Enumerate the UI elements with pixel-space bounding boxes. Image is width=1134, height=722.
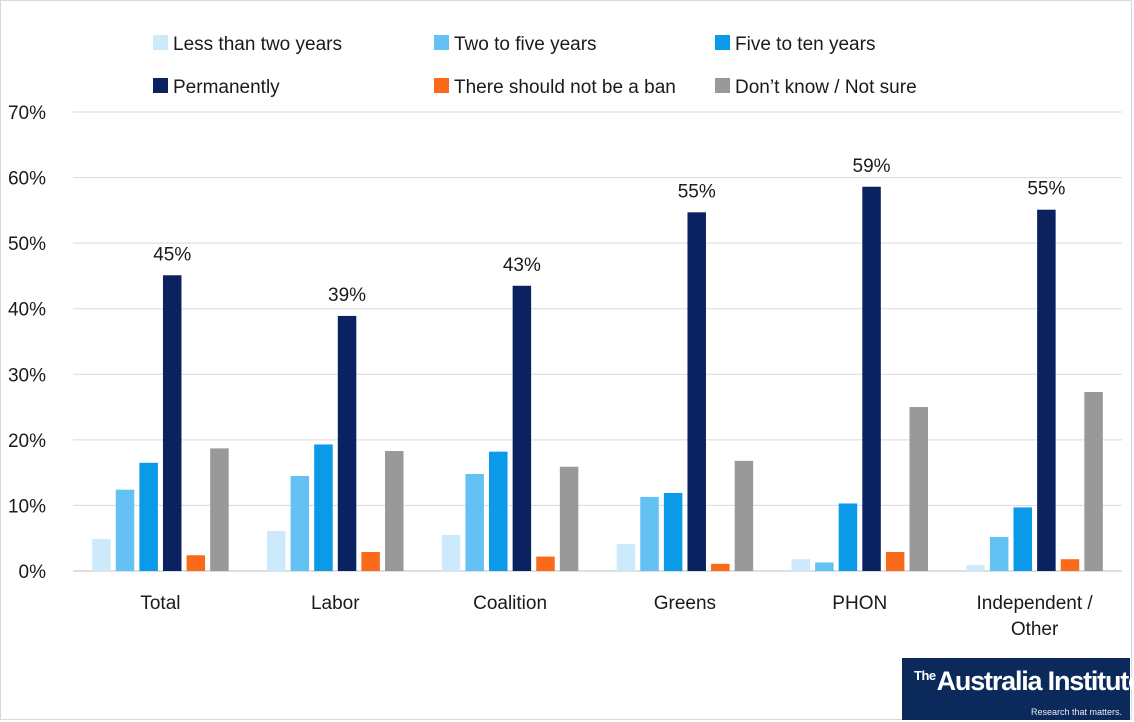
legend: Less than two years Two to five years Five… (153, 34, 917, 98)
logo-tagline: Research that matters. (1030, 707, 1122, 717)
bar-less-than-two-years-independent-other (966, 565, 985, 571)
category-label-total: Total (140, 593, 180, 614)
legend-swatch (434, 78, 449, 93)
y-tick-label: 60% (8, 169, 46, 190)
bar-permanently-total (162, 275, 182, 571)
bar-don-t-know-not-sure-coalition (559, 466, 579, 571)
logo-name: Australia Institute (936, 666, 1134, 696)
bar-don-t-know-not-sure-total (210, 448, 229, 571)
legend-swatch (153, 78, 168, 93)
legend-label: Two to five years (454, 34, 597, 55)
y-tick-label: 40% (8, 300, 46, 321)
bar-permanently-phon (862, 186, 881, 571)
bar-there-should-not-be-a-ban-phon (885, 551, 905, 571)
category-label-coalition: Coalition (473, 593, 547, 614)
bar-less-than-two-years-total (92, 538, 111, 571)
bar-less-than-two-years-phon (791, 559, 810, 571)
data-label: 55% (678, 181, 716, 202)
bar-don-t-know-not-sure-greens (734, 460, 754, 571)
legend-item-five-to-ten-years: Five to ten years (715, 34, 875, 55)
bar-less-than-two-years-coalition (441, 534, 461, 571)
data-label: 39% (328, 285, 366, 306)
y-tick-label: 30% (8, 365, 46, 386)
logo-prefix: The (914, 668, 936, 683)
bar-two-to-five-years-phon (815, 562, 834, 571)
legend-item-permanently: Permanently (153, 77, 280, 98)
bar-permanently-coalition (512, 285, 532, 571)
category-label-labor: Labor (311, 593, 360, 614)
bar-two-to-five-years-total (115, 489, 135, 571)
legend-item-two-to-five-years: Two to five years (434, 34, 597, 55)
y-tick-label: 50% (8, 234, 46, 255)
data-label: 43% (503, 255, 541, 276)
bar-permanently-greens (687, 212, 706, 571)
bar-there-should-not-be-a-ban-independent-other (1060, 559, 1080, 571)
y-axis-tick-labels: 0% 10% 20% 30% 40% 50% 60% 70% (8, 103, 46, 583)
bar-permanently-labor (337, 315, 357, 571)
legend-swatch (715, 78, 730, 93)
bar-less-than-two-years-labor (267, 531, 286, 571)
gridlines (73, 111, 1122, 572)
bar-there-should-not-be-a-ban-labor (361, 551, 380, 571)
bar-don-t-know-not-sure-independent-other (1084, 391, 1103, 571)
bar-less-than-two-years-greens (616, 544, 636, 571)
bar-five-to-ten-years-phon (838, 503, 858, 571)
legend-label: There should not be a ban (454, 77, 676, 98)
data-label: 59% (853, 156, 891, 177)
legend-label: Don’t know / Not sure (735, 77, 917, 98)
y-tick-label: 0% (19, 562, 47, 583)
data-label: 45% (153, 244, 191, 265)
bar-five-to-ten-years-total (139, 462, 158, 571)
bar-there-should-not-be-a-ban-coalition (536, 556, 555, 571)
brand-logo: TheAustralia Institute Research that mat… (902, 658, 1134, 720)
legend-item-there-should-not-be-a-ban: There should not be a ban (434, 77, 676, 98)
legend-label: Less than two years (173, 34, 342, 55)
bar-five-to-ten-years-coalition (489, 451, 508, 571)
bar-five-to-ten-years-independent-other (1013, 507, 1033, 571)
bar-two-to-five-years-labor (290, 475, 310, 571)
category-label-phon: PHON (832, 593, 887, 614)
y-tick-label: 20% (8, 431, 46, 452)
category-label-greens: Greens (654, 593, 716, 614)
category-label-independent-other: Independent / Other (976, 593, 1093, 640)
legend-label: Permanently (173, 77, 280, 98)
bar-five-to-ten-years-greens (663, 492, 683, 571)
bar-two-to-five-years-independent-other (989, 536, 1009, 571)
legend-label: Five to ten years (735, 34, 875, 55)
legend-swatch (153, 35, 168, 50)
bar-there-should-not-be-a-ban-greens (711, 563, 730, 571)
y-tick-label: 10% (8, 496, 46, 517)
bar-don-t-know-not-sure-phon (909, 407, 928, 571)
data-label: 55% (1027, 179, 1065, 200)
legend-swatch (715, 35, 730, 50)
bar-don-t-know-not-sure-labor (385, 451, 404, 571)
logo-wordmark: TheAustralia Institute (914, 666, 1134, 697)
bar-permanently-independent-other (1037, 209, 1056, 571)
bars (92, 186, 1103, 571)
bar-two-to-five-years-greens (640, 496, 659, 571)
data-labels: 45% 39% 43% 55% 59% 55% (153, 156, 1065, 306)
bar-five-to-ten-years-labor (314, 444, 333, 571)
y-tick-label: 70% (8, 103, 46, 124)
bar-there-should-not-be-a-ban-total (186, 555, 206, 571)
legend-swatch (434, 35, 449, 50)
x-axis-category-labels: Total Labor Coalition Greens PHON Independent… (140, 593, 1093, 640)
legend-item-less-than-two-years: Less than two years (153, 34, 342, 55)
legend-item-don-t-know-not-sure: Don’t know / Not sure (715, 77, 917, 98)
bar-two-to-five-years-coalition (465, 473, 484, 571)
